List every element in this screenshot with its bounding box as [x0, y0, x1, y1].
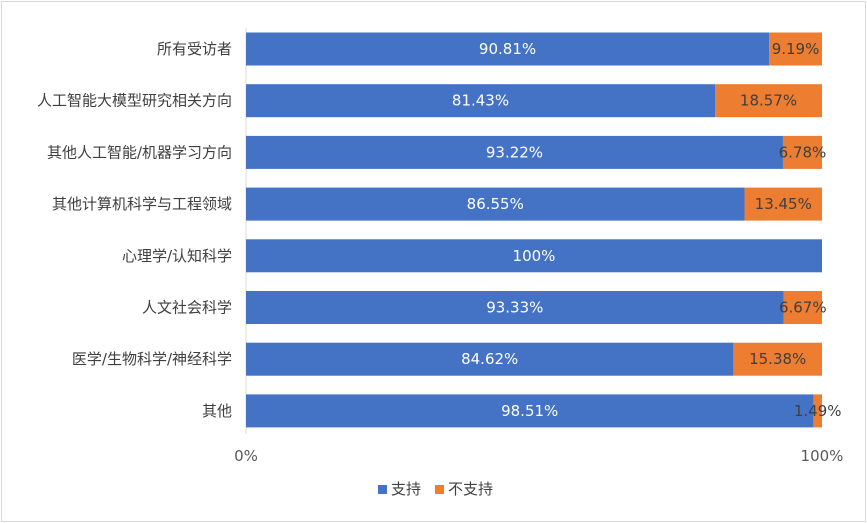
data-label-oppose: 15.38%	[749, 350, 806, 368]
category-label: 其他	[202, 402, 232, 420]
category-label: 人文社会科学	[142, 299, 232, 317]
data-label-support: 98.51%	[501, 402, 558, 420]
data-label-support: 81.43%	[452, 92, 509, 110]
data-label-support: 100%	[513, 247, 556, 265]
bar-oppose	[813, 394, 822, 428]
bar-support	[246, 342, 734, 376]
data-label-support: 84.62%	[461, 350, 518, 368]
legend-swatch	[378, 485, 387, 494]
bar-support	[246, 187, 745, 221]
bar-oppose	[744, 187, 822, 221]
bar-support	[246, 291, 784, 324]
category-label: 心理学/认知科学	[122, 247, 232, 265]
category-label: 其他人工智能/机器学习方向	[47, 143, 232, 161]
data-label-oppose: 18.57%	[740, 92, 797, 110]
x-tick-label: 100%	[801, 447, 844, 465]
data-label-support: 93.22%	[486, 143, 543, 161]
legend-swatch	[435, 485, 444, 494]
bar-oppose	[769, 32, 822, 66]
data-label-oppose: 13.45%	[755, 195, 812, 213]
category-label: 医学/生物科学/神经科学	[72, 350, 232, 368]
data-label-oppose: 9.19%	[772, 40, 820, 58]
data-label-oppose: 6.67%	[779, 299, 827, 317]
category-label: 所有受访者	[157, 40, 232, 58]
data-label-support: 86.55%	[467, 195, 524, 213]
category-label: 其他计算机科学与工程领域	[52, 195, 232, 213]
x-tick-label: 0%	[234, 447, 258, 465]
category-label: 人工智能大模型研究相关方向	[37, 92, 232, 110]
bar-support	[246, 135, 783, 169]
data-label-support: 90.81%	[479, 40, 536, 58]
data-label-support: 93.33%	[486, 299, 543, 317]
legend-label: 支持	[391, 480, 421, 498]
bar-oppose	[715, 84, 822, 118]
data-label-oppose: 6.78%	[779, 143, 827, 161]
bar-support	[246, 394, 814, 428]
bar-oppose	[783, 291, 822, 324]
bar-support	[246, 239, 822, 273]
bar-support	[246, 84, 716, 118]
legend-label: 不支持	[448, 480, 493, 498]
data-label-oppose: 1.49%	[794, 402, 842, 420]
bar-oppose	[733, 342, 822, 376]
bar-support	[246, 32, 770, 66]
bar-oppose	[782, 135, 822, 169]
